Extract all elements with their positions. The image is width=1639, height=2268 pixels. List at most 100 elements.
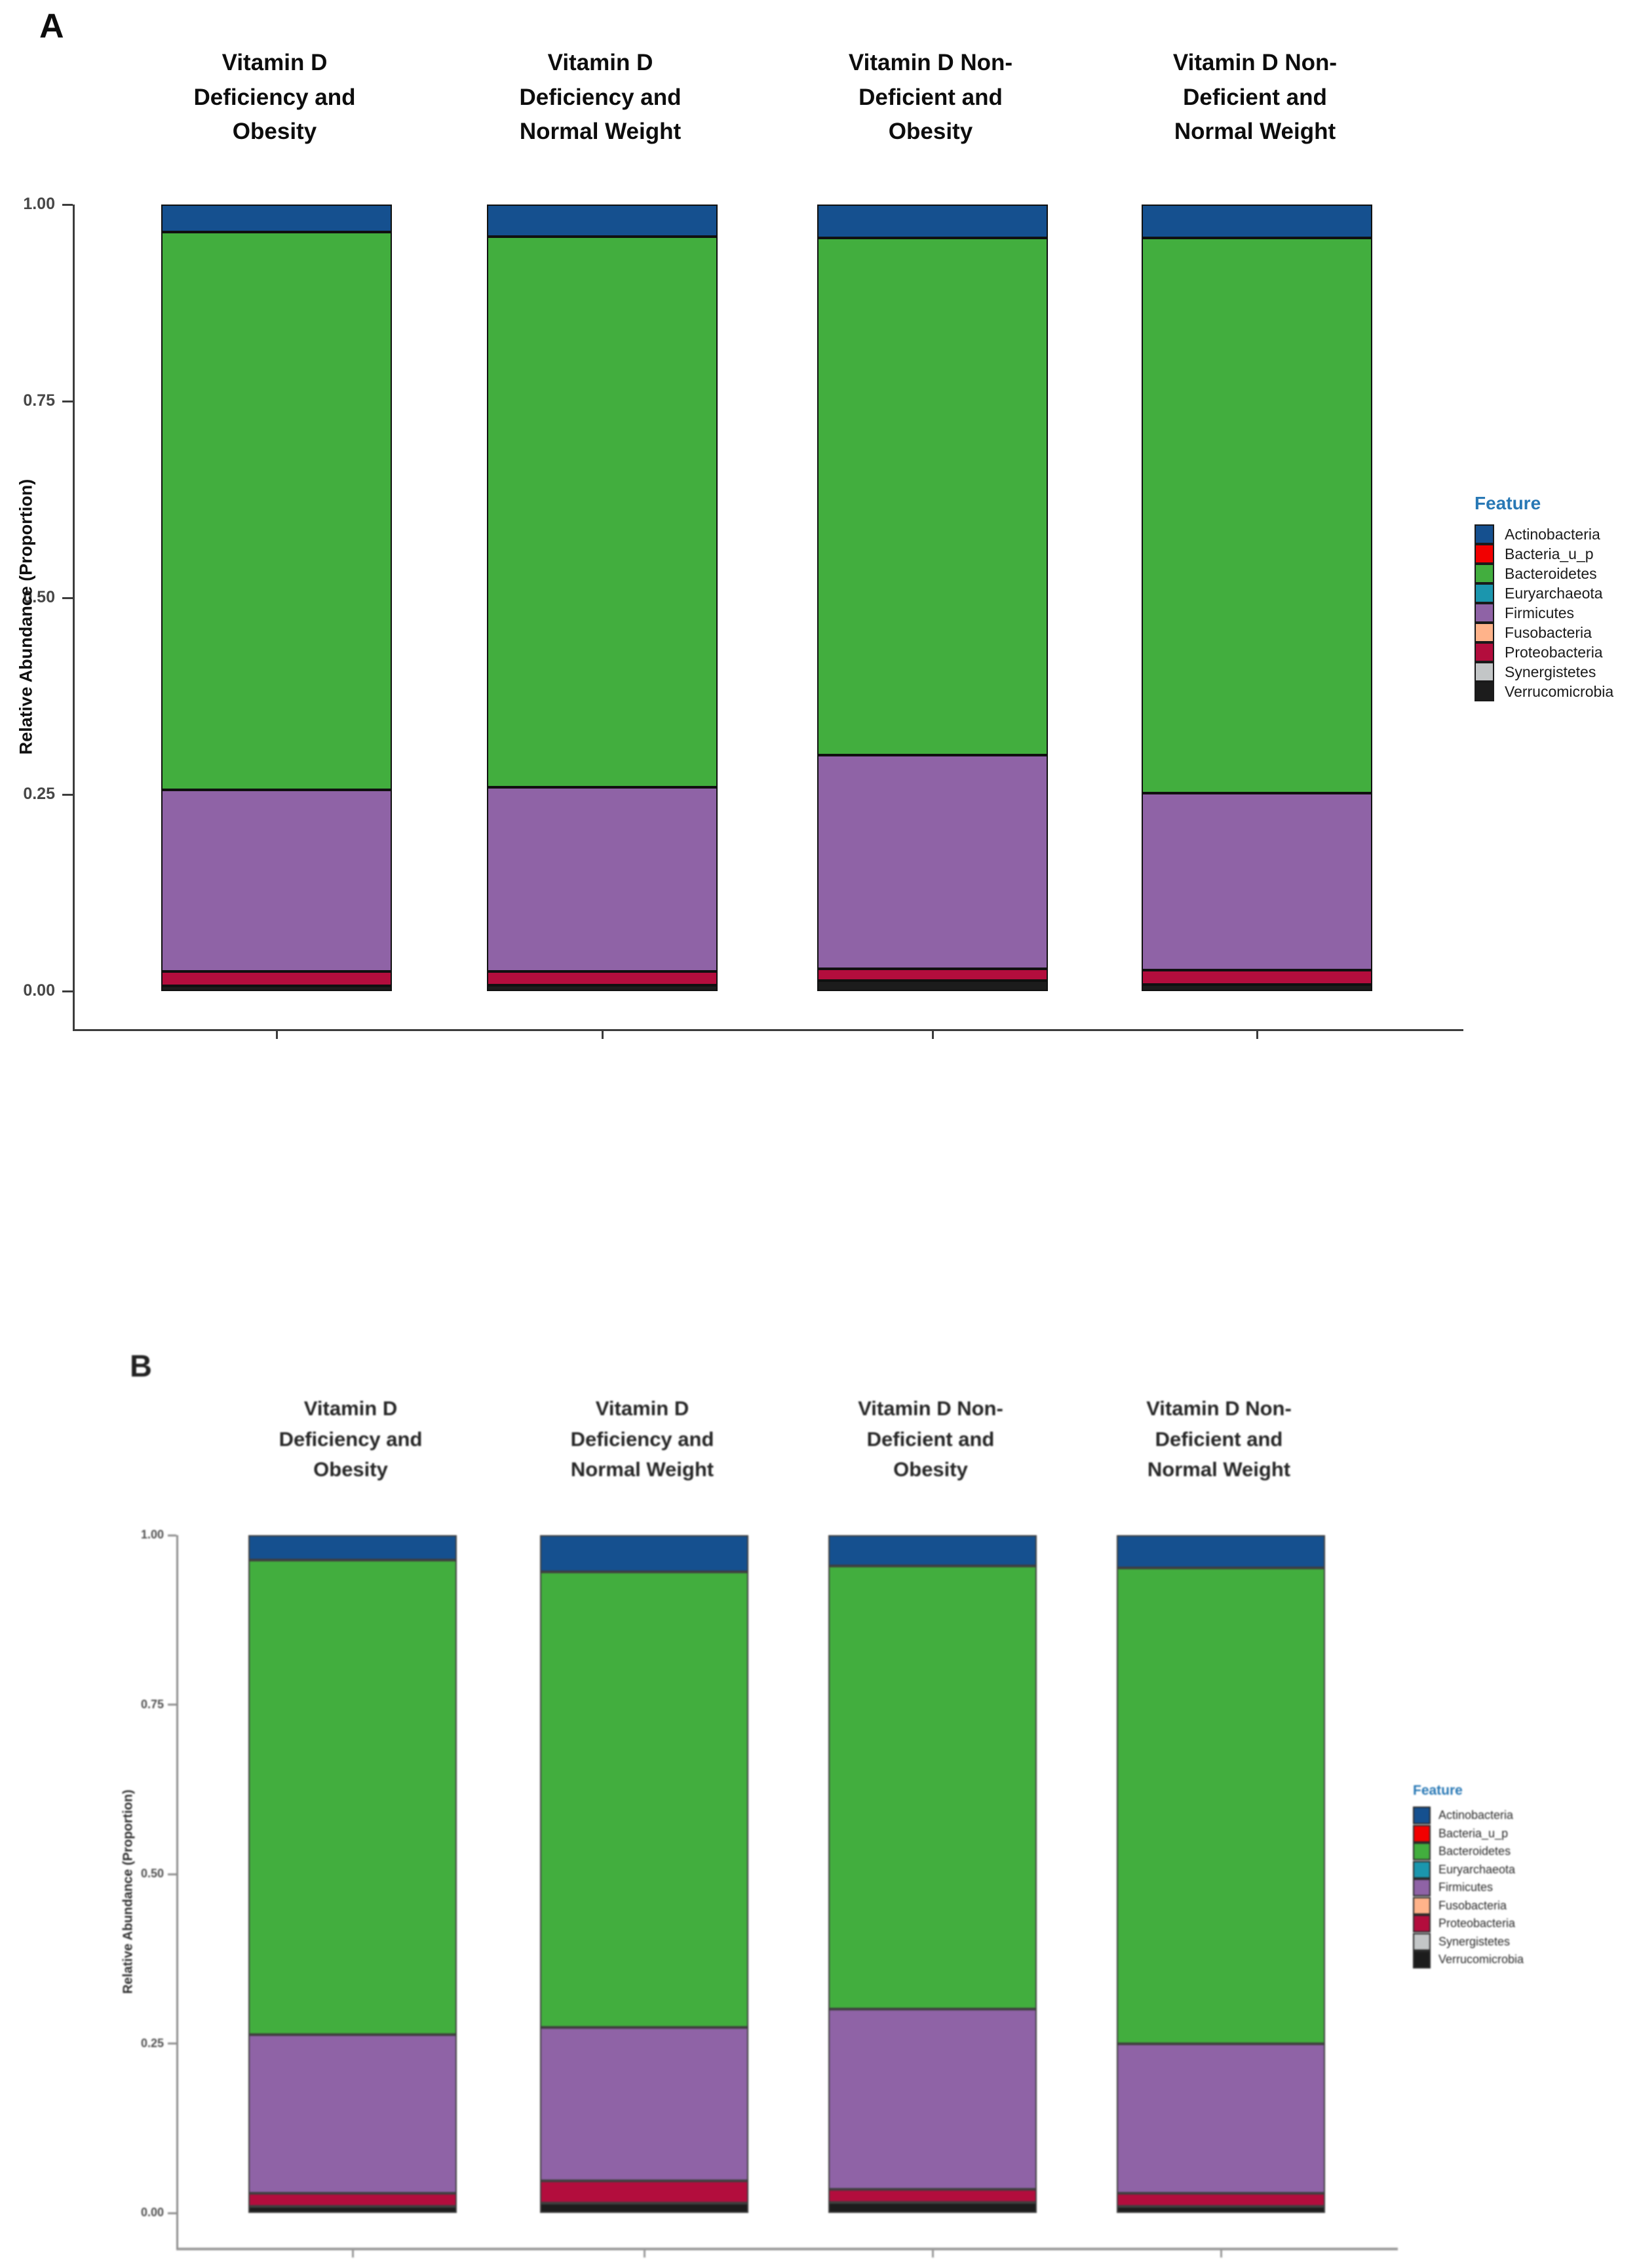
bar-segment-actinobacteria: [161, 205, 392, 232]
bacteroidetes-swatch-icon: [1475, 564, 1494, 583]
panel-b-legend: Feature Actinobacteria Bacteria_u_p Bacter…: [1413, 1783, 1524, 1969]
y-axis-tick-label: 0.50: [23, 588, 55, 606]
legend-item-label: Euryarchaeota: [1438, 1862, 1516, 1876]
bar-segment-proteobacteria: [1142, 970, 1372, 985]
legend-item-label: Bacteroidetes: [1505, 564, 1597, 582]
synergistetes-swatch-icon: [1413, 1932, 1431, 1951]
y-axis-tick-label: 0.25: [23, 785, 55, 803]
legend-item-label: Proteobacteria: [1438, 1917, 1516, 1930]
bar-segment-proteobacteria: [540, 2181, 748, 2203]
column-title-line: Deficiency and: [279, 1427, 423, 1451]
y-axis-tick: [168, 2212, 176, 2214]
legend-item: Euryarchaeota: [1413, 1860, 1524, 1879]
y-axis-tick-label: 0.75: [140, 1697, 164, 1711]
bar-segment-firmicutes: [540, 2027, 748, 2181]
stacked-bar: [248, 1535, 457, 2213]
verrucomicrobia-swatch-icon: [1475, 682, 1494, 701]
legend-item-label: Firmicutes: [1438, 1881, 1494, 1894]
bar-segment-bacteroidetes: [487, 236, 718, 788]
legend-item: Actinobacteria: [1475, 524, 1613, 544]
firmicutes-swatch-icon: [1413, 1879, 1431, 1897]
stacked-bar: [1142, 205, 1372, 991]
bar-segment-firmicutes: [828, 2008, 1037, 2189]
x-axis-tick: [931, 2248, 934, 2258]
bar-segment-proteobacteria: [817, 969, 1048, 981]
column-title-line: Obesity: [888, 119, 973, 144]
legend-items: Actinobacteria Bacteria_u_p Bacteroidetes E…: [1475, 524, 1613, 701]
bar-segment-proteobacteria: [828, 2189, 1037, 2202]
bar-segment-firmicutes: [817, 754, 1048, 969]
y-axis-tick-label: 0.00: [140, 2206, 164, 2219]
bar-segment-actinobacteria: [1142, 205, 1372, 239]
column-title-line: Vitamin D Non-: [848, 50, 1013, 75]
y-axis-tick: [168, 1704, 176, 1706]
column-title-line: Obesity: [232, 119, 317, 144]
bacteria_u_p-swatch-icon: [1475, 544, 1494, 564]
y-axis-tick-label: 0.50: [140, 1867, 164, 1880]
y-axis-tick-label: 1.00: [140, 1528, 164, 1541]
x-axis-tick: [931, 1029, 934, 1039]
y-axis-tick-label: 0.25: [140, 2036, 164, 2050]
bar-segment-proteobacteria: [248, 2193, 457, 2206]
bar-segment-bacteroidetes: [1117, 1567, 1325, 2044]
panel-a-label: A: [39, 7, 64, 45]
legend-title: Feature: [1475, 493, 1541, 513]
legend-item: Verrucomicrobia: [1413, 1951, 1524, 1969]
column-title-line: Vitamin D Non-: [1146, 1397, 1292, 1420]
legend-item-label: Verrucomicrobia: [1438, 1953, 1524, 1966]
column-title-line: Normal Weight: [519, 119, 682, 144]
x-axis-tick: [1256, 1029, 1258, 1039]
stacked-bar: [161, 205, 392, 991]
fusobacteria-swatch-icon: [1413, 1896, 1431, 1915]
bar-segment-proteobacteria: [487, 971, 718, 986]
x-axis-tick: [601, 1029, 604, 1039]
bar-segment-firmicutes: [1117, 2043, 1325, 2193]
panel-a-legend: Feature Actinobacteria Bacteria_u_p Bacter…: [1475, 493, 1613, 701]
legend-item-label: Bacteroidetes: [1438, 1845, 1511, 1858]
bar-segment-actinobacteria: [817, 205, 1048, 239]
legend-item: Bacteria_u_p: [1475, 544, 1613, 564]
legend-item: Proteobacteria: [1475, 642, 1613, 662]
bar-segment-actinobacteria: [540, 1535, 748, 1572]
bar-segment-verrucomicrobia: [248, 2206, 457, 2213]
panel-a-plot-area: 1.00 0.75 0.50 0.25 0.00: [23, 195, 1463, 1039]
bacteria_u_p-swatch-icon: [1413, 1824, 1431, 1843]
legend-item: Bacteroidetes: [1413, 1843, 1524, 1861]
legend-item: Firmicutes: [1413, 1879, 1524, 1897]
column-title: Vitamin D Non- Deficient and Obesity: [793, 46, 1068, 149]
column-title: Vitamin D Deficiency and Obesity: [137, 46, 412, 149]
stacked-bar: [540, 1535, 748, 2213]
legend-item: Verrucomicrobia: [1475, 682, 1613, 701]
column-title-line: Deficient and: [1155, 1427, 1283, 1451]
bar-segment-actinobacteria: [828, 1535, 1037, 1566]
legend-item: Firmicutes: [1475, 603, 1613, 623]
legend-item: Proteobacteria: [1413, 1915, 1524, 1933]
verrucomicrobia-swatch-icon: [1413, 1951, 1431, 1969]
euryarchaeota-swatch-icon: [1475, 583, 1494, 603]
legend-item-label: Bacteria_u_p: [1438, 1826, 1509, 1840]
legend-item: Actinobacteria: [1413, 1807, 1524, 1825]
stacked-bar: [817, 205, 1048, 991]
legend-item: Synergistetes: [1475, 662, 1613, 682]
proteobacteria-swatch-icon: [1475, 642, 1494, 662]
legend-item-label: Fusobacteria: [1505, 623, 1592, 641]
stacked-bar: [1117, 1535, 1325, 2213]
bar-segment-verrucomicrobia: [817, 981, 1048, 991]
x-axis-tick: [351, 2248, 354, 2258]
column-title: Vitamin D Non- Deficient and Obesity: [806, 1394, 1055, 1485]
legend-item: Euryarchaeota: [1475, 583, 1613, 603]
legend-item-label: Euryarchaeota: [1505, 584, 1603, 602]
legend-item-label: Actinobacteria: [1438, 1809, 1514, 1822]
column-title-line: Normal Weight: [1174, 119, 1336, 144]
bar-segment-bacteroidetes: [248, 1560, 457, 2035]
column-title-line: Deficiency and: [519, 84, 682, 110]
fusobacteria-swatch-icon: [1475, 623, 1494, 642]
actinobacteria-swatch-icon: [1413, 1807, 1431, 1825]
column-title-line: Obesity: [893, 1458, 968, 1481]
y-axis-tick: [62, 203, 73, 206]
proteobacteria-swatch-icon: [1413, 1915, 1431, 1933]
y-axis-tick: [168, 2043, 176, 2044]
legend-item: Synergistetes: [1413, 1932, 1524, 1951]
